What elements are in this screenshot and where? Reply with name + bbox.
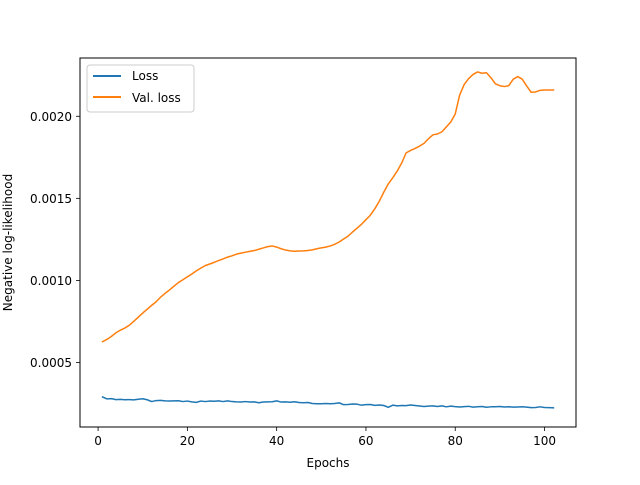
legend-label-val-loss: Val. loss (132, 91, 181, 105)
series-line-val-loss (101, 71, 555, 343)
y-axis-label: Negative log-likelihood (1, 174, 15, 311)
legend: Loss Val. loss (86, 64, 195, 113)
series-line-loss (101, 395, 555, 409)
series-layer (101, 71, 555, 409)
x-axis: 0 20 40 60 80 100 (94, 427, 556, 448)
x-tick-label: 40 (269, 434, 284, 448)
y-tick-label: 0.0010 (30, 274, 72, 288)
x-tick-label: 100 (533, 434, 556, 448)
legend-label-loss: Loss (132, 69, 158, 83)
x-axis-label: Epochs (307, 456, 350, 470)
y-axis: 0.0005 0.0010 0.0015 0.0020 (30, 110, 80, 370)
x-tick-label: 0 (94, 434, 102, 448)
x-tick-label: 20 (180, 434, 195, 448)
y-tick-label: 0.0020 (30, 110, 72, 124)
y-tick-label: 0.0005 (30, 356, 72, 370)
plot-frame (79, 57, 577, 428)
y-tick-label: 0.0015 (30, 192, 72, 206)
x-tick-label: 60 (358, 434, 373, 448)
x-tick-label: 80 (448, 434, 463, 448)
